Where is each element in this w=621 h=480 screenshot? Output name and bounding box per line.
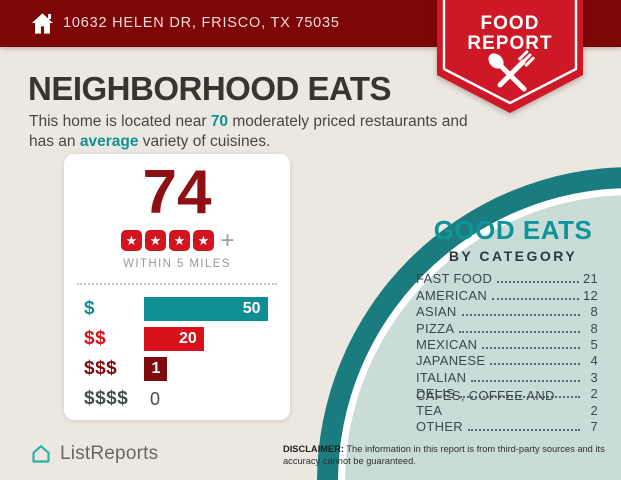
category-count: 4 <box>590 353 598 369</box>
price-row-4: $$$$ 0 <box>84 387 274 411</box>
dotted-leader <box>468 428 580 431</box>
price-tier-chart: $ 50 $$ 20 $$$ 1 <box>64 285 290 411</box>
disclaimer: DISCLAIMER: The information in this repo… <box>283 444 613 467</box>
category-row: DELIS 2 <box>416 385 598 401</box>
price-bar: 1 <box>144 357 168 381</box>
food-report-badge: FOOD REPORT <box>437 0 583 115</box>
star-icon: ★ <box>120 229 142 251</box>
plus-icon: + <box>220 226 235 254</box>
category-name: FAST FOOD <box>416 271 493 287</box>
dotted-leader <box>459 330 580 333</box>
category-row: AMERICAN 12 <box>416 286 598 303</box>
category-name: ASIAN <box>416 304 457 320</box>
radius-label: WITHIN 5 MILES <box>123 258 231 270</box>
home-icon <box>29 10 56 37</box>
price-bar: 50 <box>144 297 268 321</box>
price-row-3: $$$ 1 <box>84 357 274 381</box>
bar-value: 0 <box>150 388 161 409</box>
disclaimer-label: DISCLAIMER: <box>283 444 344 454</box>
category-count: 5 <box>590 336 598 352</box>
category-name: PIZZA <box>416 320 455 336</box>
category-name: ITALIAN <box>416 369 467 385</box>
category-row: ASIAN 8 <box>416 303 598 319</box>
card-divider <box>77 283 277 285</box>
star-icon: ★ <box>144 229 166 251</box>
listreports-logo: ListReports <box>29 442 158 466</box>
bar-track: 1 <box>144 357 274 381</box>
category-row: FAST FOOD 21 <box>416 270 598 286</box>
category-name: DELIS <box>416 386 456 402</box>
category-row: ITALIAN 3 <box>416 368 598 385</box>
intro-seg3: moderately priced restaurants and <box>228 113 468 130</box>
bar-track: 20 <box>144 327 274 351</box>
category-count: 2 <box>590 402 598 418</box>
category-name: CAFES, COFFEE AND TEA <box>416 387 555 418</box>
bar-value: 1 <box>151 360 161 377</box>
dotted-leader <box>471 379 580 382</box>
price-tier-label: $$$ <box>84 358 118 379</box>
dotted-leader <box>461 314 580 317</box>
price-tier-label: $$$$ <box>84 388 129 409</box>
dotted-leader <box>492 297 579 300</box>
category-count: 3 <box>590 369 598 385</box>
score-card: 74 ★ ★ ★ ★ + WITHIN 5 MILES $ 50 $$ 20 <box>64 154 290 420</box>
category-count: 8 <box>590 304 598 320</box>
category-name: AMERICAN <box>416 287 488 303</box>
dotted-leader <box>460 396 580 399</box>
price-row-2: $$ 20 <box>84 327 274 351</box>
category-list: FAST FOOD 21 AMERICAN 12 ASIAN 8 PIZZA 8 MEX… <box>416 270 598 434</box>
category-row: PIZZA 8 <box>416 319 598 336</box>
bar-track: 50 <box>144 297 274 321</box>
category-row: JAPANESE 4 <box>416 352 598 368</box>
good-eats-header: GOOD EATS BY CATEGORY <box>398 215 621 264</box>
category-count: 8 <box>590 320 598 336</box>
intro-seg4: has an <box>29 133 80 150</box>
bar-value: 50 <box>242 300 261 317</box>
restaurant-score: 74 <box>142 158 212 227</box>
star-icon: ★ <box>168 229 190 251</box>
dotted-leader <box>482 346 580 349</box>
intro-seg1: This home is located near <box>29 113 211 130</box>
category-row: OTHER 7 <box>416 418 598 434</box>
intro-seg6: variety of cuisines. <box>138 133 271 150</box>
intro-text: This home is located near 70 moderately … <box>29 112 499 152</box>
disclaimer-text: The information in this report is from t… <box>283 444 605 466</box>
good-eats-subtitle: BY CATEGORY <box>448 248 578 264</box>
badge-line2: REPORT <box>467 33 553 54</box>
category-count: 12 <box>582 287 598 303</box>
category-row: MEXICAN 5 <box>416 336 598 352</box>
category-count: 21 <box>582 271 598 287</box>
category-row: CAFES, COFFEE AND TEA 2 <box>416 388 598 418</box>
category-count: 7 <box>590 418 598 434</box>
badge-title: FOOD REPORT <box>437 14 583 54</box>
price-tier-label: $ <box>84 298 96 319</box>
star-rating: ★ ★ ★ ★ + <box>64 226 290 254</box>
dotted-leader <box>490 363 580 366</box>
page-title: NEIGHBORHOOD EATS <box>28 70 392 107</box>
category-name: JAPANESE <box>416 353 486 369</box>
price-bar: 20 <box>144 327 204 351</box>
brand-name: ListReports <box>60 443 159 464</box>
category-count: 2 <box>590 386 598 402</box>
good-eats-title: GOOD EATS <box>433 215 593 245</box>
price-tier-label: $$ <box>84 328 107 349</box>
variety-highlight: average <box>79 133 139 150</box>
bar-value: 20 <box>179 330 197 347</box>
dotted-leader <box>497 281 579 284</box>
category-name: OTHER <box>416 418 463 434</box>
price-row-1: $ 50 <box>84 297 274 321</box>
restaurant-count: 70 <box>210 113 229 130</box>
category-name: MEXICAN <box>416 336 478 352</box>
property-address: 10632 HELEN DR, FRISCO, TX 75035 <box>63 15 340 31</box>
utensils-icon <box>488 50 535 92</box>
badge-line1: FOOD <box>480 13 540 34</box>
star-icon: ★ <box>192 229 214 251</box>
house-logo-icon <box>32 445 50 463</box>
